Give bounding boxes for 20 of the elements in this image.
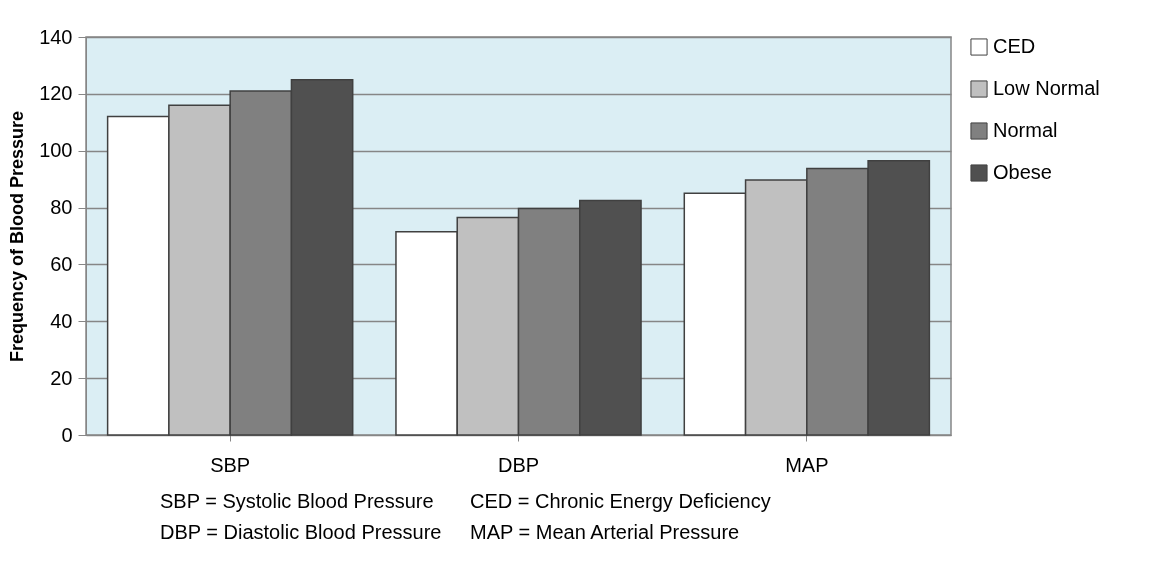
y-tick-label: 0 xyxy=(61,423,73,446)
x-tick-label: MAP xyxy=(785,453,829,476)
x-tick-label: DBP xyxy=(497,453,540,476)
y-tick-label: 100 xyxy=(39,139,73,162)
text: DBP = Diastolic Blood Pressure xyxy=(160,521,443,544)
text: MAP = Mean Arterial Pressure xyxy=(470,521,741,544)
y-tick-label: 80 xyxy=(50,196,73,219)
y-tick-label: 60 xyxy=(50,252,73,275)
y-tick-label: 140 xyxy=(39,25,73,48)
x-tick-label: SBP xyxy=(210,453,251,476)
legend-label: Normal xyxy=(993,119,1058,141)
text: CED = Chronic Energy Deficiency xyxy=(470,490,771,513)
legend-label: Obese xyxy=(993,161,1052,183)
y-tick-label: 20 xyxy=(50,366,73,389)
y-tick-label: 120 xyxy=(39,82,73,105)
y-axis-title: Frequency of Blood Pressure xyxy=(7,110,28,363)
legend-label: Low Normal xyxy=(993,77,1100,99)
text: SBP = Systolic Blood Pressure xyxy=(160,490,435,513)
y-tick-label: 40 xyxy=(50,309,73,332)
legend-label: CED xyxy=(993,35,1036,57)
